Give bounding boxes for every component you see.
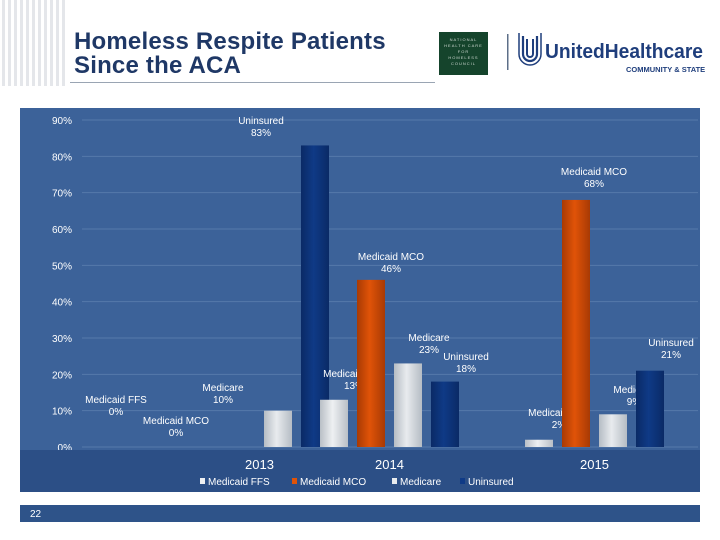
bar-medicaid-mco-2014 — [357, 279, 385, 447]
page-title-line2: Since the ACA — [74, 52, 242, 79]
decorative-stripes — [2, 0, 65, 86]
legend-label: Medicare — [400, 477, 442, 488]
y-tick-label: 0% — [58, 443, 73, 454]
bar-medicare-2014 — [394, 363, 422, 447]
page-title-line1: Homeless Respite Patients — [74, 28, 386, 55]
y-tick-label: 10% — [52, 407, 72, 418]
legend-swatch — [200, 478, 205, 484]
y-tick-label: 50% — [52, 261, 72, 272]
legend-label: Uninsured — [468, 477, 514, 488]
footer-bar — [20, 505, 700, 522]
data-label: Uninsured 18% — [443, 352, 489, 375]
data-label: Uninsured 83% — [238, 116, 284, 139]
data-label: Medicaid FFS 13% — [323, 369, 385, 392]
nhchc-logo-line: HEALTH CARE — [444, 43, 483, 48]
x-category-label: 2014 — [375, 457, 404, 472]
y-tick-label: 70% — [52, 189, 72, 200]
nhchc-logo: NATIONAL HEALTH CARE FOR HOMELESS COUNCI… — [439, 32, 488, 75]
bar-medicare-2013 — [264, 410, 292, 447]
y-tick-label: 30% — [52, 334, 72, 345]
bar-uninsured-2015 — [636, 370, 664, 447]
y-tick-label: 60% — [52, 225, 72, 236]
legend-swatch — [292, 478, 297, 484]
bar-medicaid-ffs-2015 — [525, 439, 553, 447]
bar-uninsured-2014 — [431, 381, 459, 447]
legend-label: Medicaid FFS — [208, 477, 270, 488]
uhc-u-icon — [518, 33, 542, 66]
page-number: 22 — [30, 509, 42, 520]
nhchc-logo-line: COUNCIL — [450, 61, 476, 66]
data-label: Medicare 10% — [202, 383, 244, 406]
data-label: Medicaid MCO 46% — [358, 252, 424, 275]
logo-divider — [507, 34, 509, 70]
bar-medicaid-mco-2015 — [562, 199, 590, 447]
axis-band — [20, 450, 700, 492]
uhc-wordmark: UnitedHealthcare — [545, 41, 703, 63]
bar-chart: 0% 10% 20% 30% 40% 50% 60% 70% 80% 90% Medicaid FF… — [20, 116, 700, 492]
data-label: Medicare 9% — [613, 385, 655, 408]
nhchc-logo-line: FOR — [457, 49, 470, 54]
nhchc-logo-line: HOMELESS — [448, 55, 479, 60]
data-label: Medicare 23% — [408, 333, 450, 356]
bar-uninsured-2013 — [301, 145, 329, 447]
nhchc-logo-line: NATIONAL — [449, 37, 478, 42]
x-category-label: 2013 — [245, 457, 274, 472]
data-label: Medicaid FFS 2% — [528, 408, 590, 431]
data-label: Medicaid MCO 0% — [143, 416, 209, 439]
chart-panel: 0% 10% 20% 30% 40% 50% 60% 70% 80% 90% Medicaid FF… — [20, 108, 700, 492]
bar-medicaid-ffs-2014 — [320, 399, 348, 447]
y-tick-label: 40% — [52, 298, 72, 309]
data-label: Uninsured 21% — [648, 338, 694, 361]
y-tick-label: 80% — [52, 152, 72, 163]
y-tick-label: 90% — [52, 116, 72, 127]
page-title: Homeless Respite Patients Since the ACA — [74, 30, 386, 78]
x-category-label: 2015 — [580, 457, 609, 472]
y-tick-label: 20% — [52, 370, 72, 381]
bar-medicare-2015 — [599, 414, 627, 447]
data-label: Medicaid FFS 0% — [85, 395, 147, 418]
legend-swatch — [460, 478, 465, 484]
title-divider — [70, 82, 435, 83]
legend-label: Medicaid MCO — [300, 477, 366, 488]
unitedhealthcare-logo: UnitedHealthcare COMMUNITY & STATE — [507, 33, 705, 74]
legend-swatch — [392, 478, 397, 484]
uhc-tagline: COMMUNITY & STATE — [626, 65, 705, 74]
data-label: Medicaid MCO 68% — [561, 167, 627, 190]
